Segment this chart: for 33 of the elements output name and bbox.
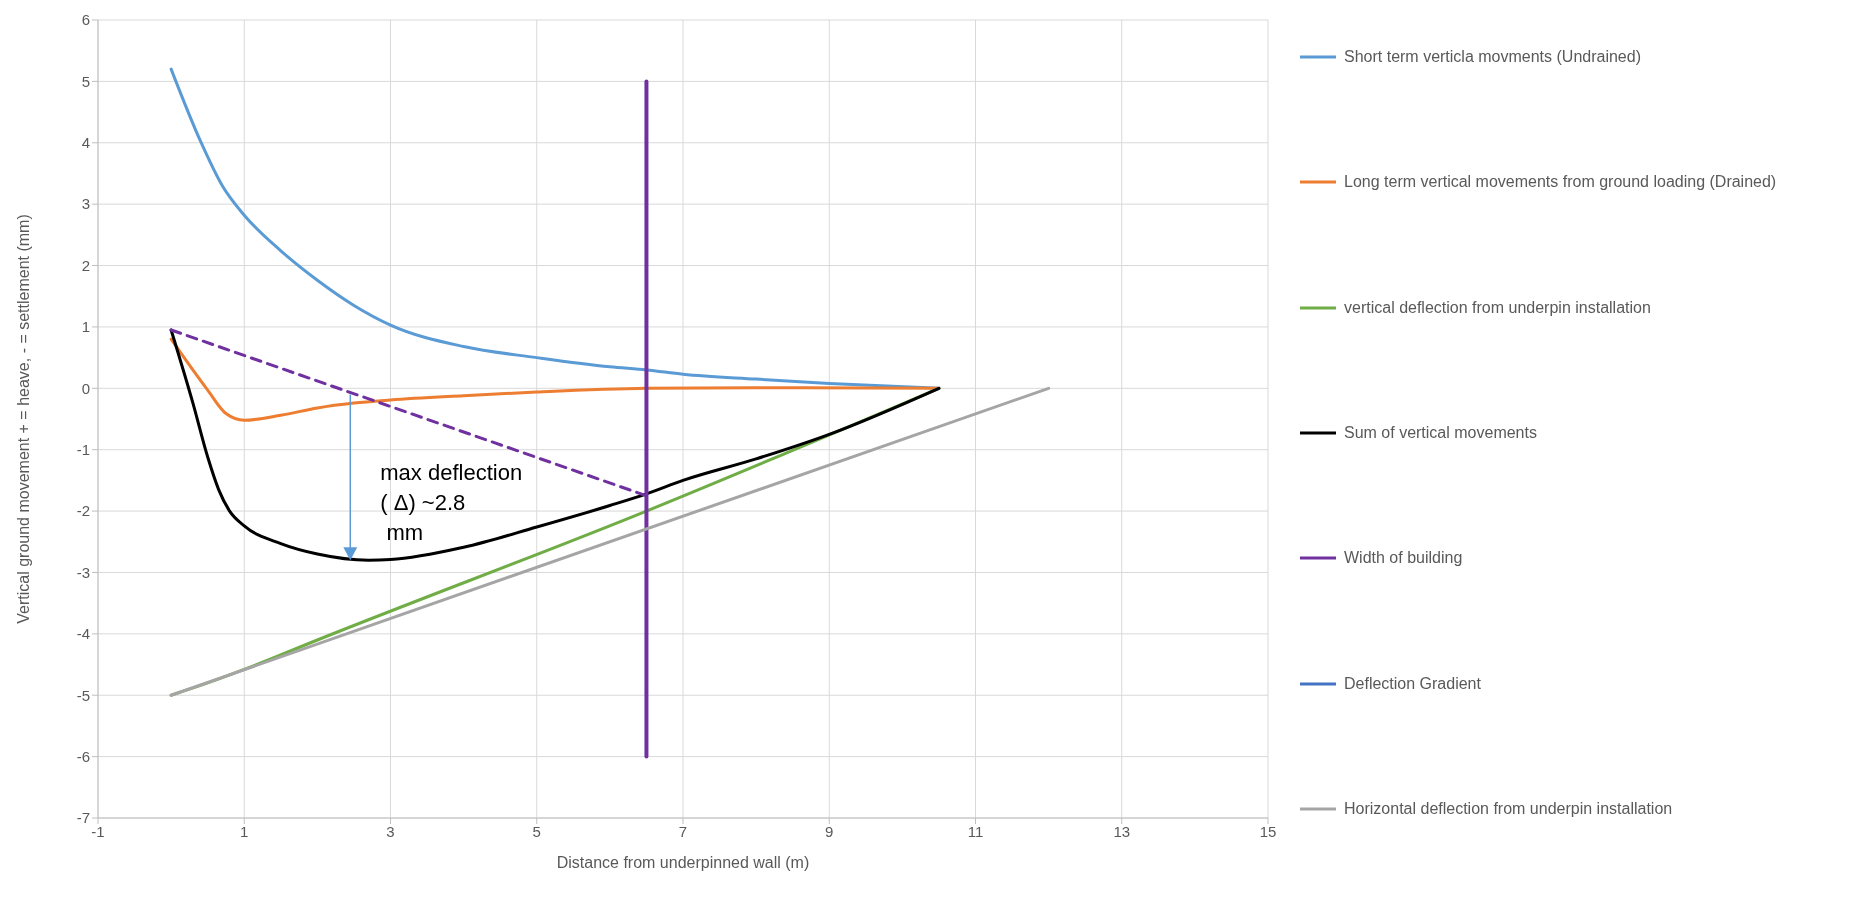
x-tick-label: 9: [825, 822, 834, 840]
legend-label: Long term vertical movements from ground loading (Drained): [1344, 173, 1777, 192]
y-tick-label: -2: [76, 502, 90, 520]
x-tick-label: 5: [532, 822, 541, 840]
x-tick-label: 13: [1113, 822, 1131, 840]
x-axis-title: Distance from underpinned wall (m): [556, 854, 810, 871]
y-tick-label: -3: [76, 563, 90, 581]
x-tick-label: 15: [1259, 822, 1277, 840]
legend-label: Width of building: [1344, 549, 1463, 568]
legend-label: Horizontal deflection from underpin installation: [1344, 799, 1673, 818]
annotation: max deflection ( Δ) ~2.8 mm: [380, 460, 523, 546]
y-tick-label: -1: [76, 441, 90, 459]
legend-label: Sum of vertical movements: [1344, 423, 1537, 442]
y-tick-label: 2: [81, 256, 90, 274]
line-series: [169, 328, 941, 562]
y-tick-label: -6: [76, 747, 90, 765]
y-tick-label: -5: [76, 686, 90, 704]
y-tick-label: 6: [81, 11, 90, 29]
y-axis-title: Vertical ground movement + = heave, - = settlement (mm): [14, 214, 32, 624]
y-tick-label: 4: [81, 134, 90, 152]
legend-label: Deflection Gradient: [1344, 674, 1481, 693]
y-tick-label: -4: [76, 625, 90, 643]
y-tick-label: 3: [81, 195, 90, 213]
y-tick-label: -7: [76, 809, 90, 827]
x-tick-label: 3: [386, 822, 395, 840]
y-tick-label: 1: [81, 318, 90, 336]
y-tick-label: 5: [81, 72, 90, 90]
legend-label: vertical deflection from underpin installation: [1344, 298, 1651, 317]
y-tick-label: 0: [81, 379, 90, 397]
x-tick-label: 1: [240, 822, 249, 840]
x-tick-label: 7: [678, 822, 688, 840]
x-tick-label: 11: [967, 822, 984, 840]
legend-label: Short term verticla movments (Undrained): [1344, 48, 1641, 66]
